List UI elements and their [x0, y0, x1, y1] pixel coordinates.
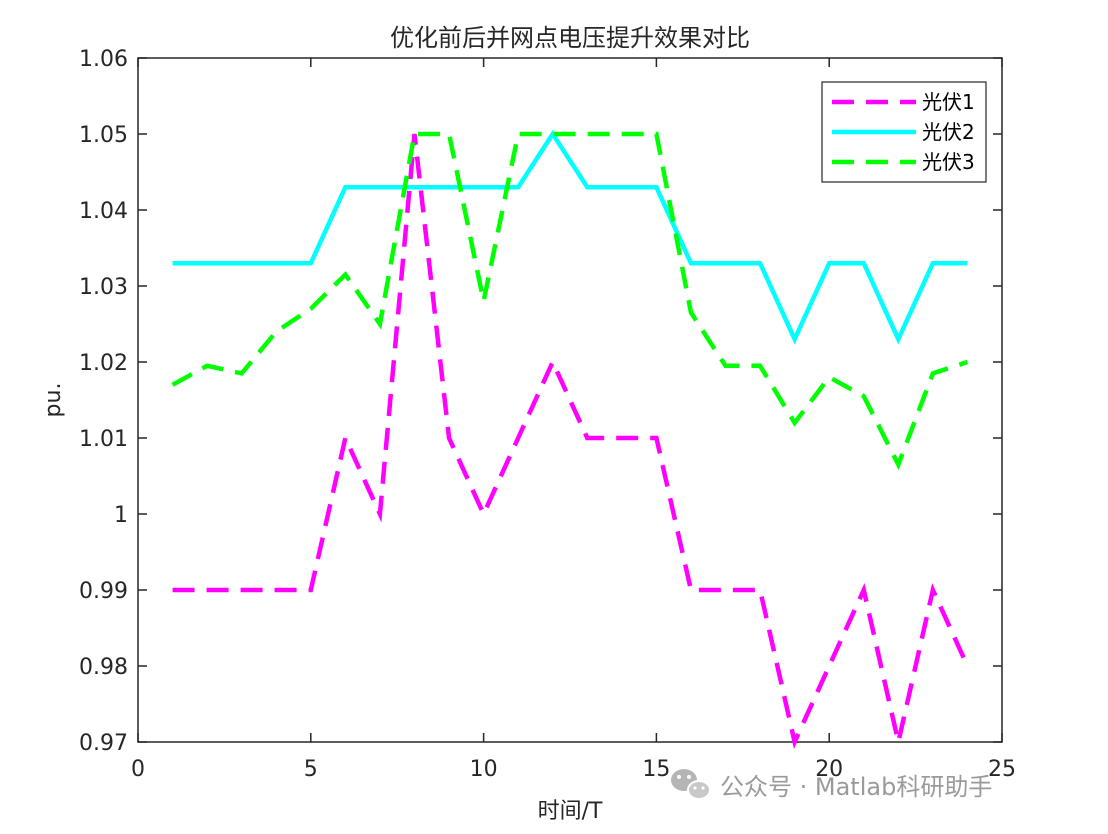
watermark: 公众号 · Matlab科研助手: [671, 769, 992, 801]
y-axis-label: pu.: [41, 383, 66, 418]
series-line-3: [171, 131, 969, 471]
x-tick-label: 0: [131, 757, 145, 782]
legend-label: 光伏1: [922, 90, 975, 114]
watermark-text: 公众号 · Matlab科研助手: [720, 773, 992, 801]
wechat-icon: [671, 769, 711, 800]
x-axis-label: 时间/T: [538, 799, 603, 824]
y-tick-label: 1.06: [79, 47, 128, 72]
series-layer: [171, 129, 970, 750]
y-axis-ticks: 0.97 0.98 0.99 1 1.01 1.02 1.03 1.04 1.05 1.06: [79, 47, 1002, 756]
x-tick-label: 20: [815, 757, 843, 782]
y-tick-label: 1.03: [79, 275, 128, 300]
x-axis-ticks: 0 5 10 15 20 25: [131, 58, 1016, 782]
y-tick-label: 0.98: [79, 655, 128, 680]
x-tick-label: 15: [642, 757, 670, 782]
x-tick-label: 25: [988, 757, 1016, 782]
y-tick-label: 0.97: [79, 731, 128, 756]
legend-label: 光伏2: [922, 120, 975, 144]
series-line-1: [172, 133, 970, 750]
y-tick-label: 1.05: [79, 123, 128, 148]
x-tick-label: 10: [470, 757, 498, 782]
y-tick-label: 1.04: [79, 199, 128, 224]
y-tick-label: 1.02: [79, 351, 128, 376]
y-tick-label: 1.01: [79, 427, 128, 452]
y-tick-label: 1: [114, 503, 128, 528]
legend-label: 光伏3: [922, 150, 975, 174]
y-tick-label: 0.99: [79, 579, 128, 604]
chart-title: 优化前后并网点电压提升效果对比: [390, 24, 750, 52]
x-tick-label: 5: [304, 757, 318, 782]
series-line-2: [172, 129, 968, 345]
legend: 光伏1 光伏2 光伏3: [821, 81, 987, 183]
